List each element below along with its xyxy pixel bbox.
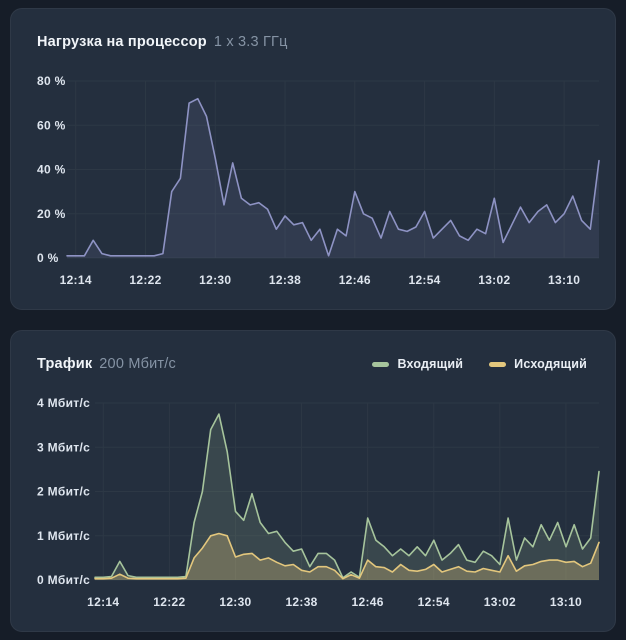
- outgoing-color-swatch: [489, 361, 507, 367]
- legend-item-incoming[interactable]: Входящий: [372, 357, 463, 371]
- svg-text:12:38: 12:38: [269, 273, 301, 287]
- cpu-load-panel: Нагрузка на процессор 1 x 3.3 ГГц 0 % 20 …: [10, 8, 616, 310]
- traffic-legend: Входящий Исходящий: [372, 357, 599, 371]
- svg-text:2 Мбит/с: 2 Мбит/с: [37, 485, 90, 499]
- svg-text:12:54: 12:54: [408, 273, 440, 287]
- outgoing-legend-label: Исходящий: [514, 357, 587, 371]
- svg-text:12:30: 12:30: [219, 595, 251, 609]
- svg-text:13:02: 13:02: [478, 273, 510, 287]
- svg-text:20 %: 20 %: [37, 207, 66, 221]
- incoming-legend-label: Входящий: [397, 357, 464, 371]
- legend-item-outgoing[interactable]: Исходящий: [489, 357, 587, 371]
- svg-text:12:14: 12:14: [60, 273, 92, 287]
- traffic-panel: Трафик 200 Мбит/с Входящий Исходящий 0 М…: [10, 330, 616, 632]
- svg-text:1 Мбит/с: 1 Мбит/с: [37, 529, 90, 543]
- traffic-panel-header: Трафик 200 Мбит/с Входящий Исходящий: [37, 353, 599, 375]
- svg-text:13:02: 13:02: [484, 595, 516, 609]
- svg-text:12:14: 12:14: [87, 595, 119, 609]
- svg-text:13:10: 13:10: [550, 595, 582, 609]
- svg-text:0 %: 0 %: [37, 251, 59, 265]
- svg-text:3 Мбит/с: 3 Мбит/с: [37, 440, 90, 454]
- svg-text:13:10: 13:10: [548, 273, 580, 287]
- svg-text:0 Мбит/с: 0 Мбит/с: [37, 573, 90, 587]
- traffic-title-group: Трафик 200 Мбит/с: [37, 356, 176, 372]
- cpu-title-group: Нагрузка на процессор 1 x 3.3 ГГц: [37, 34, 288, 50]
- svg-text:12:46: 12:46: [339, 273, 371, 287]
- traffic-panel-subtitle: 200 Мбит/с: [99, 356, 176, 372]
- svg-text:80 %: 80 %: [37, 74, 66, 88]
- svg-text:12:38: 12:38: [285, 595, 317, 609]
- cpu-load-chart[interactable]: 0 % 20 % 40 % 60 % 80 % 12:14 12:22 12:30 12:38 1…: [37, 65, 601, 291]
- svg-text:4 Мбит/с: 4 Мбит/с: [37, 396, 90, 410]
- cpu-panel-title: Нагрузка на процессор: [37, 34, 207, 50]
- svg-text:60 %: 60 %: [37, 118, 66, 132]
- svg-text:12:46: 12:46: [352, 595, 384, 609]
- traffic-panel-title: Трафик: [37, 356, 93, 372]
- cpu-panel-header: Нагрузка на процессор 1 x 3.3 ГГц: [37, 31, 599, 53]
- svg-text:12:22: 12:22: [153, 595, 185, 609]
- svg-text:40 %: 40 %: [37, 163, 66, 177]
- svg-text:12:54: 12:54: [418, 595, 450, 609]
- incoming-color-swatch: [372, 361, 390, 367]
- svg-text:12:30: 12:30: [199, 273, 231, 287]
- svg-text:12:22: 12:22: [129, 273, 161, 287]
- cpu-panel-subtitle: 1 x 3.3 ГГц: [213, 34, 288, 50]
- traffic-chart[interactable]: 0 Мбит/с 1 Мбит/с 2 Мбит/с 3 Мбит/с 4 Мбит/с…: [37, 387, 601, 613]
